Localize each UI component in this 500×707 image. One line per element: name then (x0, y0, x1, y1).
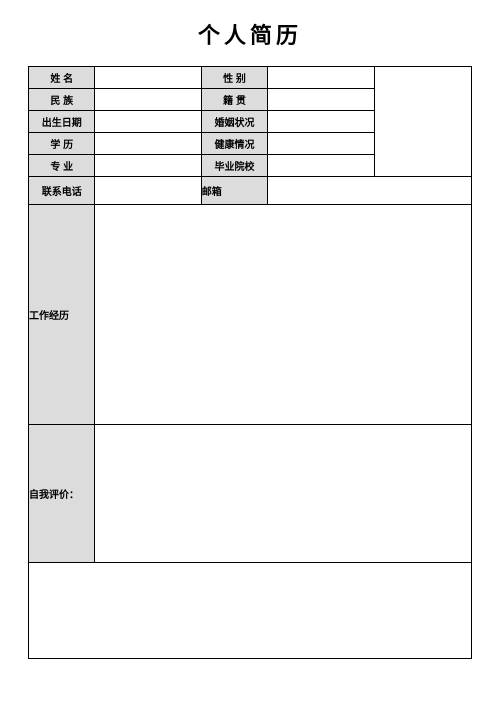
row-name-gender: 姓 名 性 别 (29, 67, 472, 89)
value-health (268, 133, 374, 155)
row-blank (29, 563, 472, 659)
blank-cell (29, 563, 472, 659)
label-health: 健康情况 (201, 133, 267, 155)
label-major: 专 业 (29, 155, 95, 177)
resume-table: 姓 名 性 别 民 族 籍 贯 出生日期 婚姻状况 学 历 健康情况 专 业 (28, 66, 472, 659)
photo-cell (374, 67, 472, 177)
row-contact: 联系电话 邮箱 (29, 177, 472, 205)
label-work-history: 工作经历 (29, 205, 95, 425)
label-email: 邮箱 (201, 177, 267, 205)
value-phone (95, 177, 201, 205)
row-work-history: 工作经历 (29, 205, 472, 425)
label-name: 姓 名 (29, 67, 95, 89)
value-name (95, 67, 201, 89)
value-ethnicity (95, 89, 201, 111)
page-title: 个人简历 (28, 18, 472, 50)
label-education: 学 历 (29, 133, 95, 155)
row-self-eval: 自我评价： (29, 425, 472, 563)
label-phone: 联系电话 (29, 177, 95, 205)
value-native-place (268, 89, 374, 111)
value-self-eval (95, 425, 472, 563)
value-major (95, 155, 201, 177)
value-birth-date (95, 111, 201, 133)
label-marital-status: 婚姻状况 (201, 111, 267, 133)
value-work-history (95, 205, 472, 425)
value-gender (268, 67, 374, 89)
label-self-eval: 自我评价： (29, 425, 95, 563)
label-birth-date: 出生日期 (29, 111, 95, 133)
label-native-place: 籍 贯 (201, 89, 267, 111)
value-email (268, 177, 472, 205)
value-education (95, 133, 201, 155)
value-marital-status (268, 111, 374, 133)
value-graduate-school (268, 155, 374, 177)
label-ethnicity: 民 族 (29, 89, 95, 111)
label-gender: 性 别 (201, 67, 267, 89)
label-graduate-school: 毕业院校 (201, 155, 267, 177)
resume-page: 个人简历 姓 名 性 别 民 族 籍 贯 出生日期 婚姻状况 (0, 0, 500, 679)
